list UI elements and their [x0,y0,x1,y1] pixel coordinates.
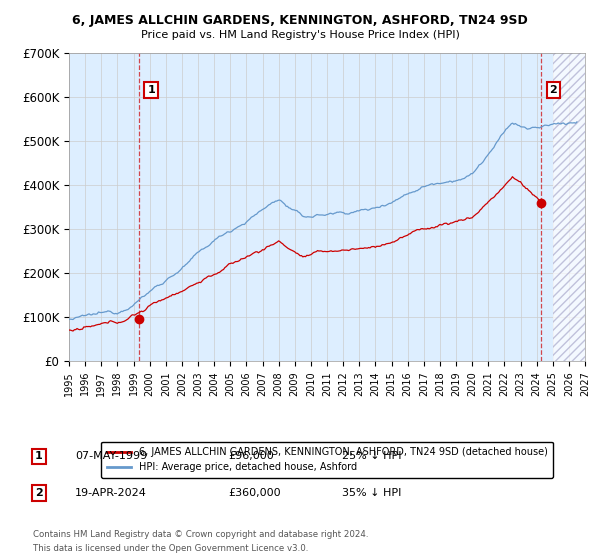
Text: 2: 2 [35,488,43,498]
Text: £96,000: £96,000 [228,451,274,461]
Text: 1: 1 [147,85,155,95]
Text: 6, JAMES ALLCHIN GARDENS, KENNINGTON, ASHFORD, TN24 9SD: 6, JAMES ALLCHIN GARDENS, KENNINGTON, AS… [72,14,528,27]
Text: 25% ↓ HPI: 25% ↓ HPI [342,451,401,461]
Text: £360,000: £360,000 [228,488,281,498]
Text: Price paid vs. HM Land Registry's House Price Index (HPI): Price paid vs. HM Land Registry's House … [140,30,460,40]
Text: Contains HM Land Registry data © Crown copyright and database right 2024.: Contains HM Land Registry data © Crown c… [33,530,368,539]
Text: 35% ↓ HPI: 35% ↓ HPI [342,488,401,498]
Text: 07-MAY-1999: 07-MAY-1999 [75,451,147,461]
Text: 1: 1 [35,451,43,461]
Legend: 6, JAMES ALLCHIN GARDENS, KENNINGTON, ASHFORD, TN24 9SD (detached house), HPI: A: 6, JAMES ALLCHIN GARDENS, KENNINGTON, AS… [101,441,553,478]
Text: This data is licensed under the Open Government Licence v3.0.: This data is licensed under the Open Gov… [33,544,308,553]
Text: 19-APR-2024: 19-APR-2024 [75,488,147,498]
Text: 2: 2 [550,85,557,95]
